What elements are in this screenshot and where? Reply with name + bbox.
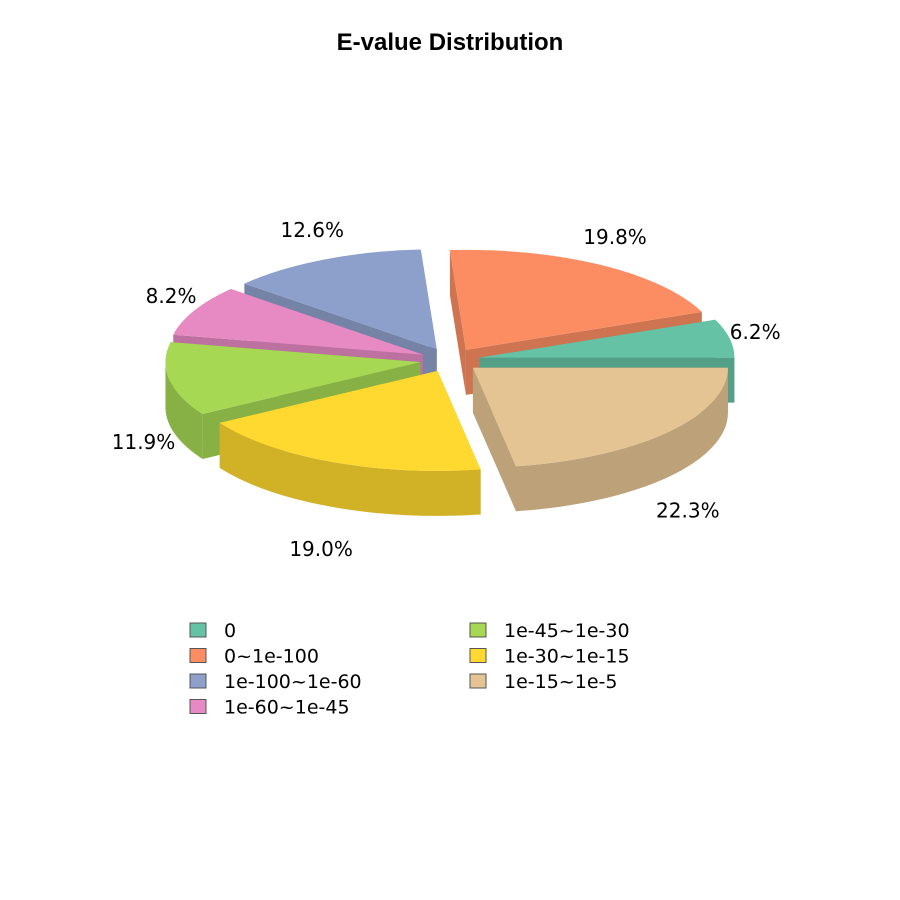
slice-outer-wall — [515, 367, 728, 512]
slice-outer-wall — [165, 362, 203, 460]
legend-item: 1e-100~1e-60 — [189, 671, 362, 693]
slice-percent-label: 19.8% — [583, 225, 647, 249]
legend-swatch — [189, 699, 207, 714]
slice-percent-label: 19.0% — [289, 537, 353, 561]
slice-1e-15-1e-5-top — [472, 367, 728, 467]
legend-item: 1e-30~1e-15 — [469, 646, 630, 668]
legend-label: 1e-60~1e-45 — [224, 697, 350, 719]
legend-swatch — [469, 622, 487, 638]
slice-cut-wall — [449, 250, 466, 395]
legend-item: 1e-45~1e-30 — [469, 620, 630, 642]
pie-labels: 6.2% 19.8% 12.6% 8.2% 11.9% 19.0% 22.3% — [112, 218, 781, 561]
legend-item: 1e-15~1e-5 — [469, 671, 617, 693]
pie-slice — [472, 367, 728, 512]
legend-label: 1e-100~1e-60 — [224, 671, 362, 693]
chart-title: E-value Distribution — [337, 29, 564, 56]
legend-item: 0 — [189, 620, 236, 642]
slice-1e-100-1e-60-top — [244, 249, 437, 350]
legend: 0 0~1e-100 1e-100~1e-60 1e-60~1e-45 1e-45~1e… — [189, 620, 630, 719]
legend-swatch — [469, 648, 487, 663]
slice-1e-60-1e-45-top — [173, 289, 424, 355]
legend-label: 0 — [224, 620, 236, 642]
slice-percent-label: 11.9% — [112, 430, 176, 454]
slice-0-top — [479, 319, 735, 358]
legend-swatch — [189, 622, 207, 638]
slice-percent-label: 22.3% — [656, 498, 720, 522]
slice-percent-label: 12.6% — [280, 218, 344, 242]
slice-percent-label: 6.2% — [730, 320, 781, 344]
slice-outer-wall — [219, 422, 481, 516]
legend-swatch — [189, 648, 207, 663]
legend-item: 0~1e-100 — [189, 646, 319, 668]
legend-label: 0~1e-100 — [224, 646, 319, 668]
pie-sides — [165, 249, 735, 516]
slice-percent-label: 8.2% — [146, 284, 197, 308]
legend-swatch — [469, 673, 487, 689]
legend-swatch — [189, 673, 207, 689]
slice-0-1e-100-top — [449, 249, 702, 350]
legend-item: 1e-60~1e-45 — [189, 697, 350, 719]
legend-label: 1e-30~1e-15 — [504, 646, 630, 668]
slice-1e-30-1e-15-top — [219, 370, 481, 471]
legend-label: 1e-15~1e-5 — [504, 671, 617, 693]
legend-label: 1e-45~1e-30 — [504, 620, 630, 642]
slice-1e-45-1e-30-top — [165, 342, 421, 415]
pie-slice — [219, 370, 481, 516]
